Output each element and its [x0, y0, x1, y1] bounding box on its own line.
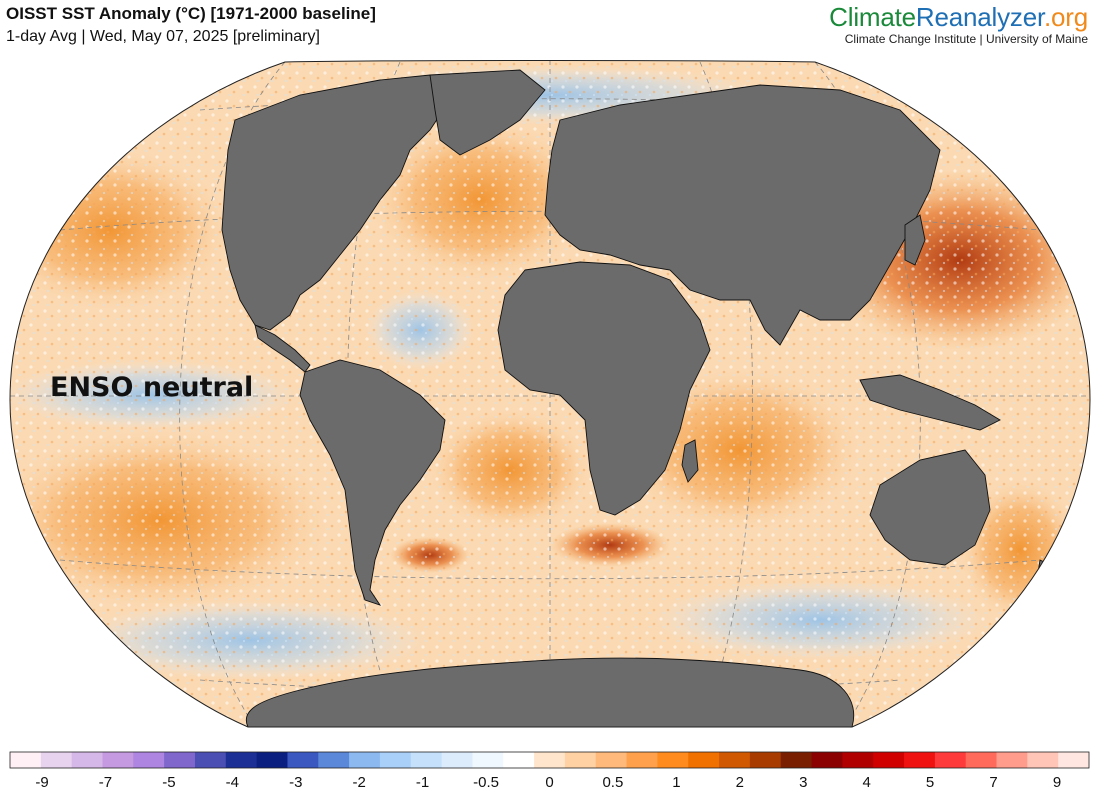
- legend-tick-label: 7: [989, 774, 997, 791]
- legend-swatch: [780, 752, 812, 768]
- legend-tick-label: 0.5: [602, 774, 623, 791]
- land-australia: [869, 449, 991, 566]
- legend-frame: [9, 751, 1090, 769]
- legend-swatch: [564, 752, 597, 768]
- legend-swatch: [472, 752, 504, 768]
- legend-swatch: [441, 752, 473, 768]
- land-maritime-continent: [859, 374, 1001, 431]
- legend-tick-label: 4: [863, 774, 871, 791]
- legend-tick-label: 0: [545, 774, 553, 791]
- legend-swatch: [657, 752, 689, 768]
- land-south-america: [299, 359, 446, 606]
- legend-labels: -9 -7 -5 -4 -3 -2 -1 -0.5 0 0.5 1 2 3 4 5 7 9: [35, 774, 1061, 791]
- land-japan: [904, 214, 926, 266]
- land-antarctica: [245, 657, 855, 727]
- legend-tick-label: 3: [799, 774, 807, 791]
- brand-logo-part1: Climate: [829, 2, 916, 32]
- legend-swatch: [873, 752, 905, 768]
- legend-swatches: [9, 751, 1090, 769]
- map-title: OISST SST Anomaly (°C) [1971-2000 baseli…: [6, 4, 376, 23]
- legend-swatch: [1058, 752, 1090, 768]
- legend-tick-label: 1: [672, 774, 680, 791]
- legend-swatch: [749, 752, 782, 768]
- legend-swatch: [811, 752, 843, 768]
- brand-block: ClimateReanalyzer.org Climate Change Ins…: [829, 2, 1088, 46]
- legend-swatch: [534, 752, 566, 768]
- legend-tick-label: -1: [416, 774, 429, 791]
- legend-swatch: [133, 752, 165, 768]
- legend-swatch: [102, 752, 134, 768]
- legend-swatch: [719, 752, 751, 768]
- legend-swatch: [287, 752, 319, 768]
- enso-status-label: ENSO neutral: [50, 372, 254, 403]
- legend-swatch: [626, 752, 658, 768]
- legend-swatch: [318, 752, 350, 768]
- brand-logo[interactable]: ClimateReanalyzer.org: [829, 2, 1088, 32]
- globe-outline: [9, 60, 1091, 728]
- legend-swatch: [595, 752, 627, 768]
- legend-swatch: [410, 752, 442, 768]
- land-eurasia: [544, 84, 941, 346]
- legend-swatch: [10, 752, 42, 768]
- land-layer: [221, 69, 1051, 727]
- legend-swatch: [688, 752, 720, 768]
- legend-swatch: [349, 752, 381, 768]
- legend-swatch: [164, 752, 196, 768]
- legend-tick-label: -9: [35, 774, 48, 791]
- legend-tick-label: 5: [926, 774, 934, 791]
- legend-swatch: [40, 752, 73, 768]
- legend-tick-label: -7: [99, 774, 112, 791]
- brand-tagline: Climate Change Institute | University of…: [844, 32, 1088, 46]
- land-africa: [497, 261, 711, 516]
- legend-swatch: [965, 752, 997, 768]
- legend-swatch: [256, 752, 288, 768]
- legend-swatch: [1027, 752, 1059, 768]
- legend-swatch: [71, 752, 103, 768]
- legend-swatch: [225, 752, 258, 768]
- legend-tick-label: -2: [353, 774, 366, 791]
- legend-swatch: [503, 752, 535, 768]
- legend-tick-label: 9: [1053, 774, 1061, 791]
- legend-swatch: [842, 752, 874, 768]
- legend-swatch: [379, 752, 412, 768]
- legend-tick-label: -0.5: [473, 774, 499, 791]
- legend-swatch: [194, 752, 227, 768]
- legend-tick-label: -4: [226, 774, 239, 791]
- land-madagascar: [681, 439, 699, 483]
- brand-logo-part2: Reanalyzer: [915, 2, 1044, 32]
- legend-tick-label: -3: [289, 774, 302, 791]
- legend-swatch: [904, 752, 936, 768]
- map-subtitle: 1-day Avg | Wed, May 07, 2025 [prelimina…: [6, 28, 320, 45]
- legend-tick-label: 2: [736, 774, 744, 791]
- legend-tick-label: -5: [162, 774, 175, 791]
- land-greenland: [429, 69, 546, 156]
- legend-swatch: [934, 752, 967, 768]
- brand-logo-part3: .org: [1043, 2, 1088, 32]
- legend-swatch: [996, 752, 1028, 768]
